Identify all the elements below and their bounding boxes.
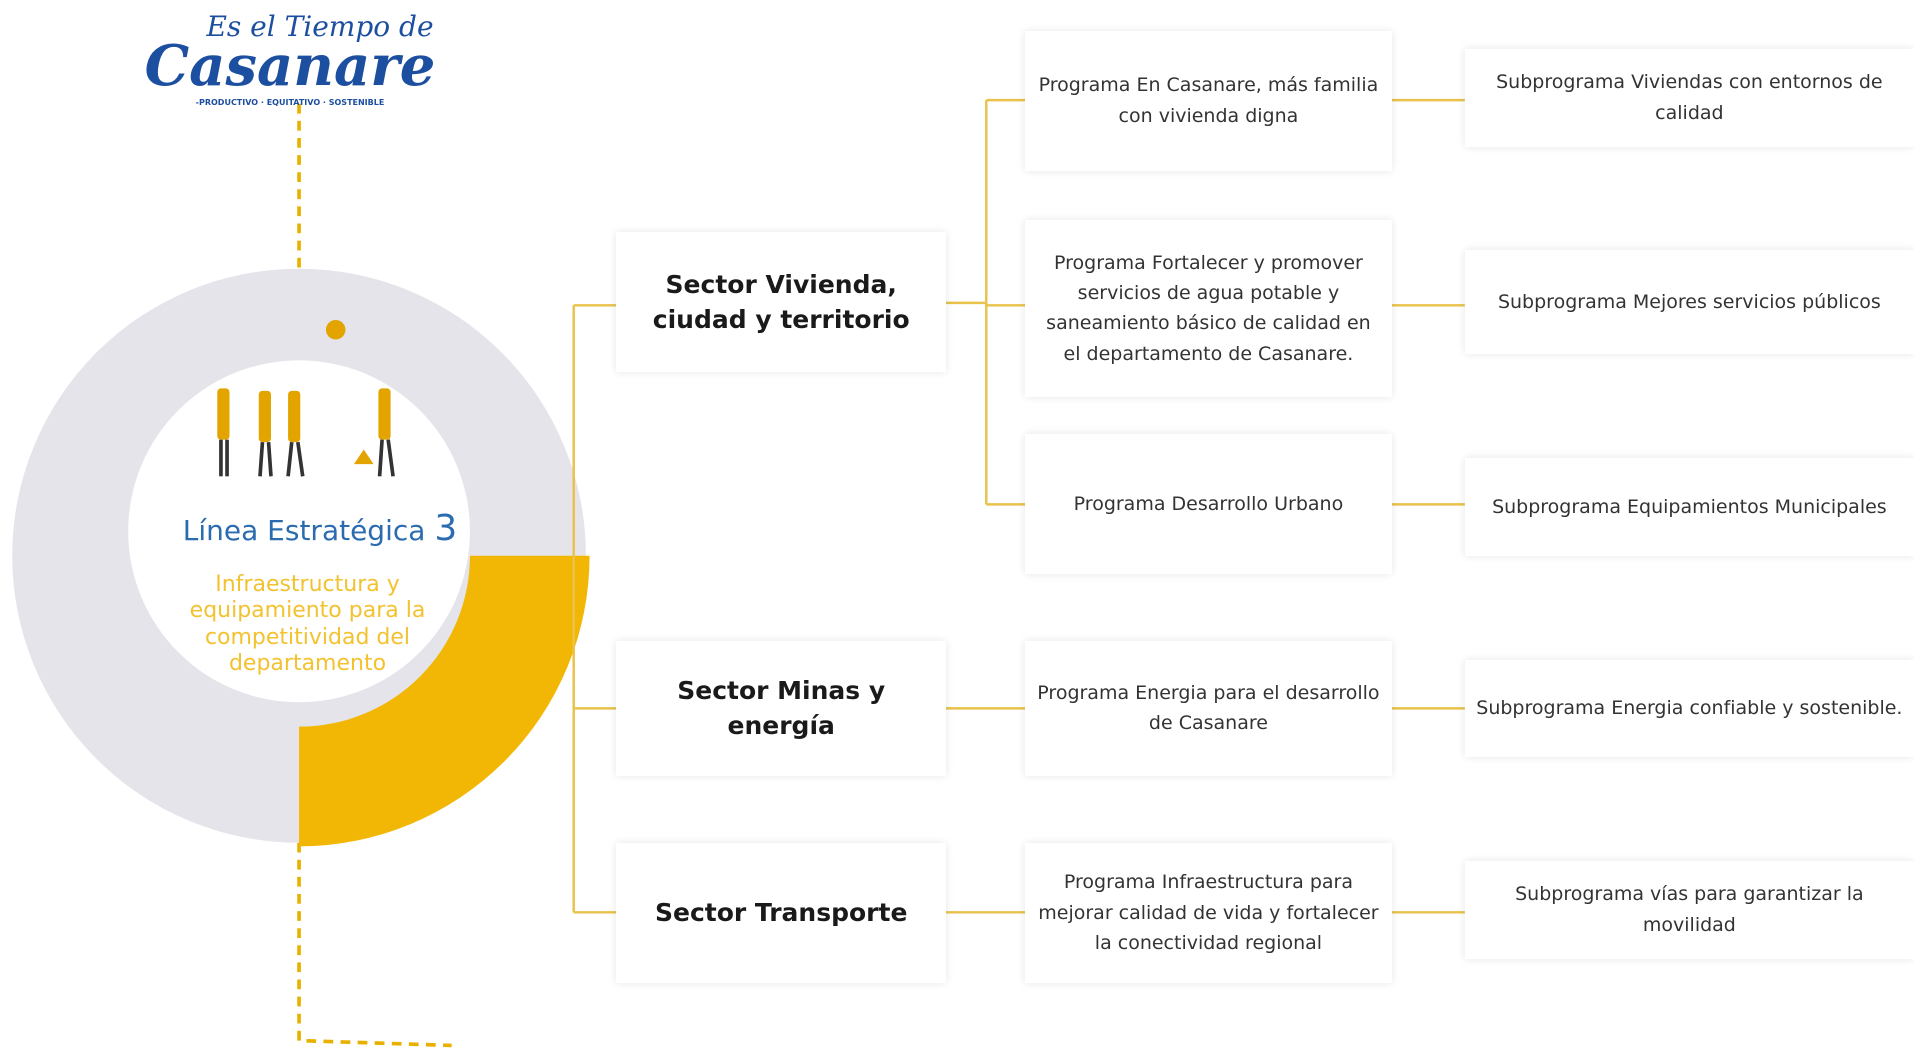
sector-box-text: Sector Vivienda, ciudad y territorio <box>626 267 936 337</box>
subprogram-box: Subprograma Viviendas con entornos de ca… <box>1465 49 1914 147</box>
sector-box: Sector Vivienda, ciudad y territorio <box>616 232 946 372</box>
subprogram-box-text: Subprograma vías para garantizar la movi… <box>1475 879 1904 940</box>
subprogram-box: Subprograma Equipamientos Municipales <box>1465 458 1914 556</box>
program-box: Programa Fortalecer y promover servicios… <box>1025 220 1391 397</box>
dashed-connector <box>299 843 452 1046</box>
subprogram-box: Subprograma vías para garantizar la movi… <box>1465 861 1914 959</box>
leg <box>380 440 382 477</box>
subprogram-box-text: Subprograma Equipamientos Municipales <box>1492 492 1887 522</box>
sector-box-text: Sector Transporte <box>655 895 907 930</box>
figure <box>259 391 271 442</box>
sector-box: Sector Transporte <box>616 843 946 983</box>
program-box-text: Programa Fortalecer y promover servicios… <box>1035 248 1381 370</box>
leg <box>269 442 271 476</box>
figure <box>378 388 390 439</box>
leg <box>260 442 262 476</box>
program-box-text: Programa En Casanare, más familia con vi… <box>1035 70 1381 131</box>
program-box: Programa Energia para el desarrollo de C… <box>1025 641 1391 775</box>
subprogram-box: Subprograma Mejores servicios públicos <box>1465 250 1914 354</box>
program-box-text: Programa Energia para el desarrollo de C… <box>1035 678 1381 739</box>
figure <box>217 388 229 439</box>
logo-name: Casanare <box>130 38 450 94</box>
line-label: Línea Estratégica <box>183 514 426 547</box>
diagram: Es el Tiempo de Casanare -PRODUCTIVO · E… <box>0 0 1914 1054</box>
program-box-text: Programa Desarrollo Urbano <box>1074 489 1344 519</box>
program-box: Programa En Casanare, más familia con vi… <box>1025 31 1391 171</box>
program-box-text: Programa Infraestructura para mejorar ca… <box>1035 867 1381 958</box>
line-description: Infraestructura y equipamiento para la c… <box>170 572 445 678</box>
subprogram-box-text: Subprograma Viviendas con entornos de ca… <box>1475 67 1904 128</box>
figure <box>326 320 346 340</box>
subprogram-box-text: Subprograma Mejores servicios públicos <box>1498 287 1881 317</box>
line-number: 3 <box>434 508 457 549</box>
sector-box: Sector Minas y energía <box>616 641 946 775</box>
logo-tagline: -PRODUCTIVO · EQUITATIVO · SOSTENIBLE <box>130 98 450 107</box>
program-box: Programa Desarrollo Urbano <box>1025 434 1391 574</box>
figure <box>288 391 300 442</box>
sector-box-text: Sector Minas y energía <box>626 673 936 743</box>
subprogram-box: Subprograma Energia confiable y sostenib… <box>1465 660 1914 758</box>
line-heading: Línea Estratégica 3 <box>160 508 480 549</box>
program-box: Programa Infraestructura para mejorar ca… <box>1025 843 1391 983</box>
subprogram-box-text: Subprograma Energia confiable y sostenib… <box>1476 693 1902 723</box>
